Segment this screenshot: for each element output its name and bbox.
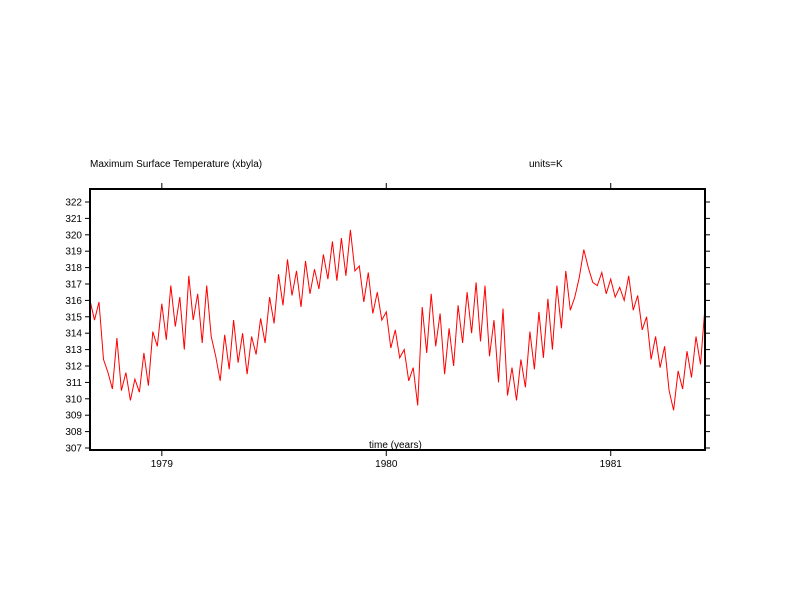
y-tick-label: 308	[65, 427, 82, 438]
plot-frame	[89, 188, 706, 451]
y-tick-label: 320	[65, 230, 82, 241]
y-tick-label: 313	[65, 345, 82, 356]
series-line	[89, 229, 706, 411]
chart-title: Maximum Surface Temperature (xbyla)	[90, 159, 263, 170]
y-tick-label: 307	[65, 444, 82, 455]
y-tick-label: 309	[65, 411, 82, 422]
y-tick-label: 319	[65, 247, 82, 258]
y-tick-label: 321	[65, 214, 82, 225]
axis-ticks	[85, 183, 710, 456]
y-tick-label: 318	[65, 263, 82, 274]
y-tick-label: 315	[65, 312, 82, 323]
y-tick-label: 316	[65, 296, 82, 307]
tick-labels: 307 308 309 310 311 312 313 314 315 316 317 318 319 3…	[65, 198, 622, 471]
units-label: units=K	[529, 159, 563, 170]
y-tick-label: 317	[65, 280, 82, 291]
y-tick-label: 312	[65, 362, 82, 373]
x-tick-label: 1980	[375, 459, 398, 470]
y-tick-label: 310	[65, 394, 82, 405]
y-tick-label: 322	[65, 198, 82, 209]
series-group	[89, 229, 706, 411]
x-tick-label: 1981	[600, 459, 623, 470]
x-tick-label: 1979	[151, 459, 174, 470]
y-tick-label: 311	[66, 378, 82, 389]
y-tick-label: 314	[65, 329, 82, 340]
x-axis-label: time (years)	[369, 440, 422, 451]
